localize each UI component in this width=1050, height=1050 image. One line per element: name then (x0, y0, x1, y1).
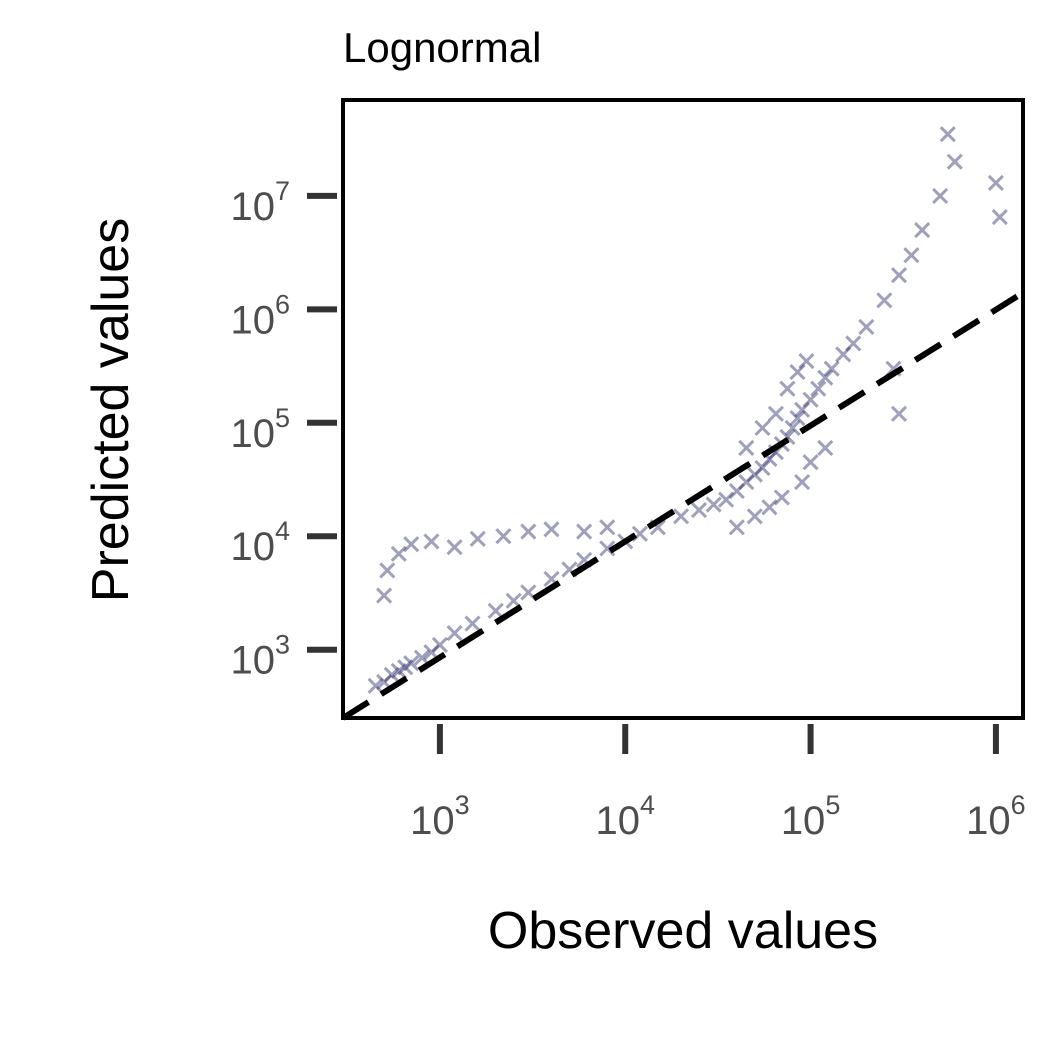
data-point (376, 587, 393, 604)
data-point (495, 528, 512, 545)
data-point (390, 662, 407, 679)
data-point (403, 536, 420, 553)
data-point (890, 405, 908, 422)
data-point (672, 508, 690, 525)
x-tick-label: 103 (410, 790, 470, 843)
data-point (738, 439, 755, 457)
data-point (728, 483, 745, 500)
reference-line (341, 290, 1025, 721)
data-point (718, 491, 735, 508)
data-point (576, 523, 593, 540)
data-point (383, 666, 400, 683)
data-point (810, 380, 827, 397)
data-point (939, 126, 956, 143)
data-point (991, 209, 1008, 226)
data-point (779, 380, 796, 397)
data-point (367, 677, 384, 694)
plot-frame (341, 98, 1025, 720)
x-tick-label: 104 (595, 790, 655, 843)
data-point (397, 659, 414, 676)
data-point (446, 625, 463, 642)
data-point (423, 533, 440, 550)
data-point (464, 615, 481, 632)
data-point (746, 466, 763, 483)
data-point (802, 391, 819, 408)
data-point (446, 539, 463, 556)
data-point (802, 454, 819, 471)
y-axis: 103 104 105 106 107 (230, 176, 337, 683)
data-point (794, 474, 811, 491)
data-point (845, 335, 862, 352)
data-point (543, 521, 560, 538)
data-point (914, 221, 931, 239)
data-point (798, 352, 815, 370)
data-points (367, 126, 1008, 694)
y-tick-label: 105 (230, 403, 290, 456)
data-point (876, 292, 893, 309)
data-point (932, 187, 949, 204)
data-point (403, 655, 420, 672)
data-point (784, 419, 801, 437)
data-point (767, 405, 784, 422)
data-point (390, 545, 407, 562)
data-point (469, 530, 486, 547)
data-point (817, 439, 834, 457)
data-point (754, 459, 771, 476)
x-axis-title: Observed values (488, 902, 878, 960)
y-tick-label: 104 (230, 516, 290, 569)
data-point (761, 499, 778, 516)
data-point (431, 636, 448, 654)
x-tick-label: 106 (966, 790, 1026, 843)
y-tick-label: 106 (230, 289, 290, 342)
data-point (835, 346, 852, 363)
data-point (794, 401, 811, 418)
data-point (690, 502, 708, 519)
data-point (728, 519, 745, 536)
data-point (858, 318, 875, 335)
data-point (823, 360, 840, 377)
data-point (890, 267, 908, 284)
y-tick-label: 107 (230, 176, 290, 229)
data-point (379, 562, 396, 579)
y-tick-label: 103 (230, 630, 290, 683)
data-point (903, 247, 920, 264)
data-point (789, 363, 806, 381)
data-point (487, 602, 504, 619)
y-axis-title: Predicted values (82, 218, 140, 602)
x-tick-label: 105 (781, 790, 841, 843)
data-point (705, 496, 722, 513)
data-point (789, 410, 806, 427)
data-point (817, 369, 834, 386)
data-point (754, 419, 771, 437)
data-point (773, 489, 790, 506)
data-point (946, 153, 963, 170)
data-point (599, 519, 616, 536)
data-point (520, 523, 537, 540)
data-point (746, 508, 763, 525)
chart-title: Lognormal (343, 24, 541, 71)
data-point (987, 174, 1004, 192)
x-axis: 103 104 105 106 (410, 724, 1026, 843)
data-point (738, 474, 755, 491)
